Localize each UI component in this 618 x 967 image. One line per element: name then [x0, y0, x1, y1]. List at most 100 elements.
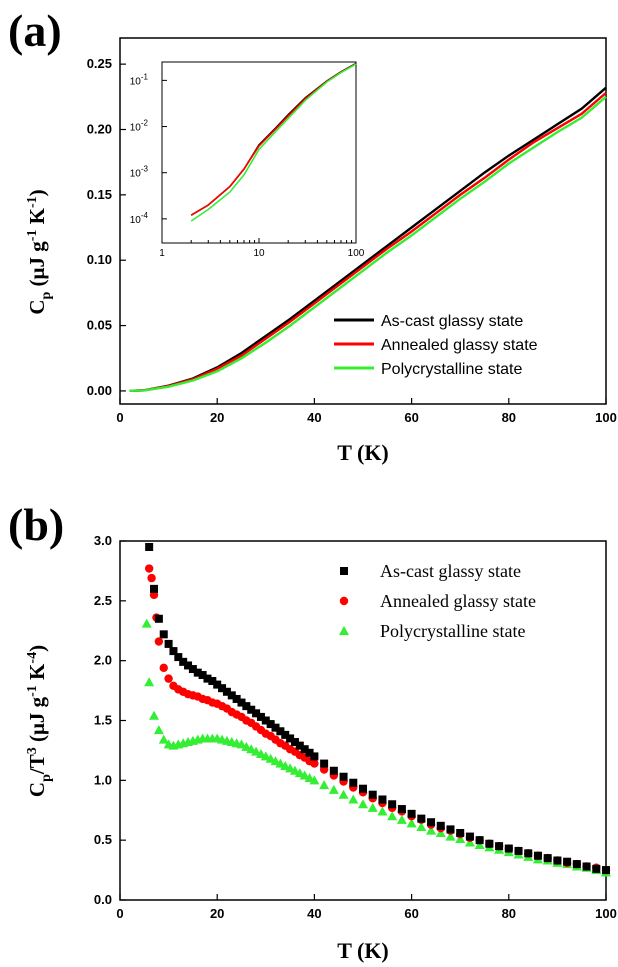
chart-b-point-triangle [144, 677, 155, 687]
chart-b-point-triangle [153, 725, 164, 735]
chart-a-inset-xtick-label: 100 [348, 248, 365, 259]
chart-b-point-square [159, 630, 168, 639]
chart-b-legend-label: Polycrystalline state [380, 621, 525, 641]
chart-b-point-triangle [474, 839, 485, 849]
chart-b-point-square [184, 661, 193, 670]
chart-b-ytick-label: 0.0 [94, 892, 112, 907]
chart-b-xtick-label: 40 [307, 906, 321, 921]
chart-b-point-circle [159, 663, 168, 673]
chart-a-ylabel: Cp (μJ g-1 K-1) [25, 189, 54, 314]
chart-b-point-square [232, 694, 241, 703]
chart-a-ytick-label: 0.00 [87, 383, 112, 398]
chart-a: 0 20 40 60 80 100 0.00 0.05 0.10 0.15 0.20 0.25 1 10… [87, 37, 617, 425]
chart-a-inset-ytick-exp: -3 [141, 165, 149, 174]
chart-a-xtick-label: 40 [307, 410, 321, 425]
chart-b-point-square [179, 657, 188, 666]
chart-b-point-circle [310, 759, 319, 768]
chart-b-point-square [485, 839, 494, 848]
chart-b-ytick-label: 1.0 [94, 772, 112, 787]
chart-a-series-line [129, 91, 607, 392]
chart-b-point-square [368, 790, 377, 799]
chart-b-point-triangle [338, 789, 349, 799]
chart-a-xtick-label: 0 [116, 410, 123, 425]
chart-a-inset-ytick-exp: -4 [141, 211, 149, 220]
chart-b-point-circle [164, 674, 173, 683]
chart-a-xtick-label: 80 [502, 410, 516, 425]
chart-a-ytick-label: 0.15 [87, 187, 112, 202]
chart-b-point-square [572, 860, 581, 869]
chart-b-point-square [407, 809, 416, 818]
chart-b-point-triangle [328, 784, 339, 794]
chart-b-point-square [582, 862, 591, 871]
chart-b-legend-marker [339, 596, 349, 606]
chart-b-point-square [320, 759, 329, 768]
chart-b-point-square [222, 687, 231, 696]
chart-b-point-square [213, 680, 222, 689]
chart-b: 0 20 40 60 80 100 0.0 0.5 1.0 1.5 2.0 2.5 3.0 As-cas… [94, 533, 617, 921]
chart-b-point-square [359, 784, 367, 793]
chart-a-frame [119, 37, 607, 405]
chart-b-point-square [276, 727, 285, 736]
chart-b-point-square [465, 832, 474, 841]
chart-b-ticks: 0 20 40 60 80 100 0.0 0.5 1.0 1.5 2.0 2.5 3.0 [94, 533, 617, 921]
chart-b-point-triangle [426, 825, 437, 835]
chart-b-point-square [388, 800, 397, 809]
chart-a-inset-ytick-label: 10-3 [130, 165, 149, 180]
chart-b-point-triangle [455, 833, 466, 843]
chart-a-xlabel: T (K) [337, 440, 389, 465]
chart-b-point-square [198, 671, 207, 680]
chart-b-point-square [602, 866, 610, 875]
chart-b-legend-label: As-cast glassy state [380, 561, 521, 581]
chart-b-point-square [237, 698, 246, 707]
chart-b-xtick-label: 60 [404, 906, 418, 921]
chart-b-point-triangle [464, 837, 475, 847]
chart-b-point-square [247, 705, 256, 714]
chart-b-point-square [533, 851, 542, 860]
chart-b-ytick-label: 1.5 [94, 713, 112, 728]
chart-b-point-square [266, 720, 275, 729]
chart-a-ylabel-exp1: -1 [25, 230, 40, 242]
panel-b-label: (b) [8, 499, 64, 550]
chart-b-point-square [188, 665, 197, 674]
chart-a-legend: As-cast glassy state Annealed glassy stat… [334, 313, 538, 378]
chart-b-point-circle [147, 573, 156, 583]
chart-b-point-square [218, 684, 227, 693]
chart-b-point-square [242, 702, 251, 711]
chart-a-series-line [129, 95, 607, 392]
chart-b-point-square [504, 844, 513, 853]
chart-b-ylabel-sub: p [39, 774, 54, 782]
chart-b-legend-label: Annealed glassy state [380, 591, 536, 611]
chart-b-point-triangle [358, 799, 368, 809]
chart-b-point-square [174, 653, 183, 662]
chart-b-ylabel-close: ) [25, 645, 49, 652]
chart-b-point-square [261, 716, 270, 725]
chart-b-point-square [524, 849, 533, 858]
chart-b-ylabel-rest: (μJ g [25, 696, 49, 747]
chart-b-point-square [150, 584, 159, 593]
chart-b-xtick-label: 100 [595, 906, 617, 921]
chart-a-ylabel-rest: (μJ g [25, 241, 49, 292]
chart-b-point-triangle [396, 814, 407, 824]
chart-a-lines [129, 86, 607, 392]
chart-a-xtick-label: 100 [595, 410, 617, 425]
chart-b-point-square [300, 745, 309, 754]
chart-a-inset-ytick-label: 10-1 [130, 72, 149, 87]
chart-a-ylabel-close: ) [25, 189, 49, 196]
chart-a-ylabel-sub: p [39, 291, 54, 299]
chart-b-point-circle [144, 564, 154, 573]
chart-b-point-square [592, 864, 601, 873]
chart-a-inset-ytick-base: 10 [130, 169, 142, 180]
chart-a-ylabel-exp2: -1 [25, 196, 40, 208]
chart-b-point-square [397, 805, 406, 814]
chart-b-legend-marker [339, 626, 349, 635]
chart-b-ytick-label: 2.0 [94, 653, 112, 668]
chart-a-inset-ytick-base: 10 [130, 215, 142, 226]
chart-b-point-square [169, 647, 178, 656]
chart-a-legend-label: As-cast glassy state [381, 313, 523, 330]
chart-b-point-square [475, 836, 484, 845]
chart-b-ylabel-t: /T [25, 754, 49, 775]
chart-b-point-square [203, 674, 212, 683]
chart-b-point-triangle [416, 822, 427, 832]
chart-a-inset-series-line [190, 63, 357, 222]
chart-a-ytick-label: 0.25 [87, 56, 112, 71]
